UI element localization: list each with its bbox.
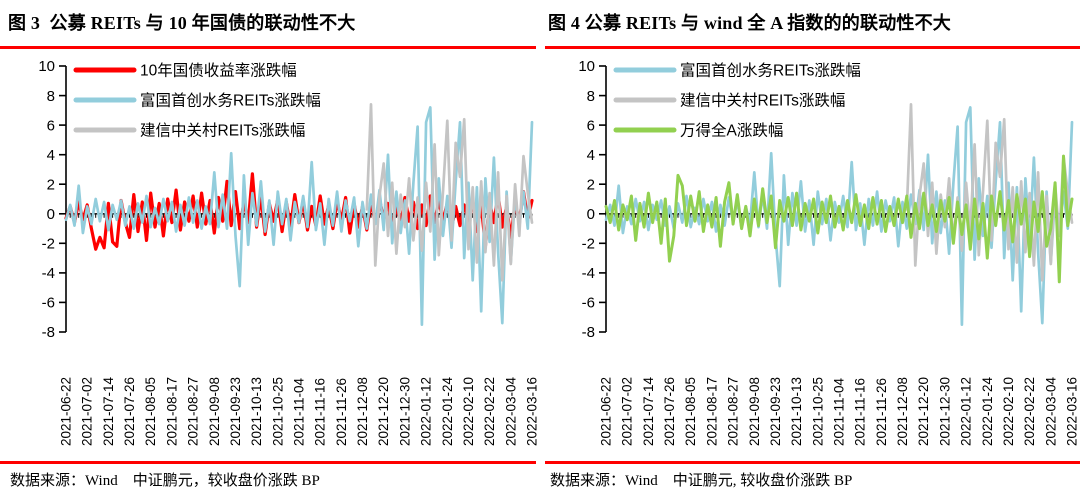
y-tick-label: 8 [47,88,55,105]
legend-item-jianxin-zhongguancun-reits: 建信中关村REITs涨跌幅 [613,92,845,110]
figure-4-panel: 图 4 公募 REITs 与 wind 全 A 指数的的联动性不大 10 8 6 4 2… [540,0,1080,503]
x-tick-label: 2021-07-26 [122,377,137,446]
x-tick-label: 2022-02-22 [1022,377,1037,446]
series-line-wind-all-a [604,154,1074,284]
y-tick-label: 6 [47,117,55,134]
figure-4-title: 图 4 公募 REITs 与 wind 全 A 指数的的联动性不大 [548,13,951,33]
x-tick-label: 2021-12-20 [376,377,391,446]
y-tick-label: 2 [47,176,55,193]
legend-label-jianxin-zhongguancun-reits: 建信中关村REITs涨跌幅 [680,92,845,110]
x-tick-label: 2021-12-08 [355,377,370,446]
y-tick-label: 4 [587,147,595,164]
figure-3-top-rule [0,46,536,49]
x-tick-label: 2021-12-30 [397,377,412,446]
x-tick-label: 2021-12-20 [916,377,931,446]
figure-4-source: 数据来源：Wind 中证鹏元, 较收盘价涨跌 BP [550,473,853,489]
y-tick-label: 8 [587,88,595,105]
legend-item-wind-all-a: 万得全A涨跌幅 [613,122,783,140]
x-tick-label: 2021-11-04 [832,377,847,446]
x-tick-label: 2021-08-27 [726,377,741,446]
y-tick-label: 6 [587,117,595,134]
x-tick-label: 2021-08-05 [143,377,158,446]
y-tick-label: -4 [582,265,595,282]
x-axis-labels: 2021-06-22 2021-07-02 2021-07-14 2021-07-26… [599,376,1080,446]
x-tick-label: 2021-08-05 [683,377,698,446]
x-tick-label: 2021-11-16 [313,378,328,446]
x-tick-label: 2021-07-02 [80,377,95,446]
y-tick-label: 10 [38,58,55,75]
x-tick-label: 2021-06-22 [599,377,614,446]
x-tick-label: 2022-01-24 [440,376,455,446]
y-tick-label: -8 [42,324,55,341]
x-axis-labels: 2021-06-22 2021-07-02 2021-07-14 2021-07-26… [59,376,540,446]
x-tick-label: 2021-09-23 [768,377,783,446]
legend-label-treasury-10y: 10年国债收益率涨跌幅 [140,62,297,80]
x-tick-label: 2021-08-17 [704,377,719,446]
figure-3-bottom-rule [0,461,536,464]
y-axis: 10 8 6 4 2 0 -2 -4 -6 -8 [38,58,67,341]
x-tick-label: 2021-07-26 [662,377,677,446]
x-tick-label: 2022-03-16 [1065,377,1080,446]
y-tick-label: -6 [582,295,595,312]
x-tick-label: 2021-06-22 [59,377,74,446]
x-tick-label: 2022-01-12 [959,377,974,446]
y-tick-label: 2 [587,176,595,193]
x-tick-label: 2022-03-16 [525,377,540,446]
series-line-jianxin-zhongguancun-reits [365,103,534,282]
y-tick-label: -2 [42,236,55,253]
legend-item-treasury-10y: 10年国债收益率涨跌幅 [73,62,297,80]
legend-label-fuguo-shouchuang-water-reits: 富国首创水务REITs涨跌幅 [680,62,861,80]
figure-3-title: 图 3 公募 REITs 与 10 年国债的联动性不大 [8,13,356,33]
figure-4-top-rule [545,46,1080,49]
x-tick-label: 2022-02-10 [461,377,476,446]
x-tick-label: 2021-11-04 [292,377,307,446]
y-tick-label: -4 [42,265,55,282]
x-tick-label: 2021-10-13 [249,377,264,446]
figure-3-panel: 图 3 公募 REITs 与 10 年国债的联动性不大 10 8 6 4 2 0 -2 -4 -… [0,13,540,489]
x-tick-label: 2021-07-14 [101,376,116,446]
x-tick-label: 2021-09-23 [228,377,243,446]
x-tick-label: 2022-02-10 [1001,377,1016,446]
y-tick-label: 10 [578,58,595,75]
figure-3-source: 数据来源：Wind 中证鹏元，较收盘价涨跌 BP [10,473,320,489]
legend-item-fuguo-shouchuang-water-reits: 富国首创水务REITs涨跌幅 [613,62,861,80]
x-tick-label: 2021-10-25 [270,377,285,446]
x-tick-label: 2021-11-26 [874,378,889,446]
figure-4-bottom-rule [545,461,1080,464]
x-tick-label: 2022-02-22 [482,377,497,446]
y-tick-label: -6 [42,295,55,312]
x-tick-label: 2021-09-08 [207,377,222,446]
x-tick-label: 2021-08-27 [186,377,201,446]
x-tick-label: 2021-12-08 [895,377,910,446]
x-tick-label: 2021-11-26 [334,378,349,446]
x-tick-label: 2021-11-16 [853,378,868,446]
legend-label-jianxin-zhongguancun-reits: 建信中关村REITs涨跌幅 [140,122,305,140]
y-tick-label: 0 [47,206,55,223]
x-tick-label: 2022-03-04 [1043,376,1058,446]
y-axis: 10 8 6 4 2 0 -2 -4 -6 -8 [578,58,607,341]
x-tick-label: 2022-01-24 [980,376,995,446]
x-tick-label: 2021-07-02 [620,377,635,446]
y-tick-label: -2 [582,236,595,253]
x-tick-label: 2021-10-25 [810,377,825,446]
y-tick-label: -8 [582,324,595,341]
x-tick-label: 2021-09-08 [747,377,762,446]
x-tick-label: 2021-07-14 [641,376,656,446]
legend-label-fuguo-shouchuang-water-reits: 富国首创水务REITs涨跌幅 [140,92,321,110]
y-tick-label: 4 [47,147,55,164]
legend-label-wind-all-a: 万得全A涨跌幅 [680,122,783,140]
y-tick-label: 0 [587,206,595,223]
x-tick-label: 2022-03-04 [503,376,518,446]
x-tick-label: 2021-12-30 [937,377,952,446]
x-tick-label: 2021-08-17 [164,377,179,446]
x-tick-label: 2021-10-13 [789,377,804,446]
legend-item-fuguo-shouchuang-water-reits: 富国首创水务REITs涨跌幅 [73,92,321,110]
legend-item-jianxin-zhongguancun-reits: 建信中关村REITs涨跌幅 [73,122,305,140]
x-tick-label: 2022-01-12 [419,377,434,446]
